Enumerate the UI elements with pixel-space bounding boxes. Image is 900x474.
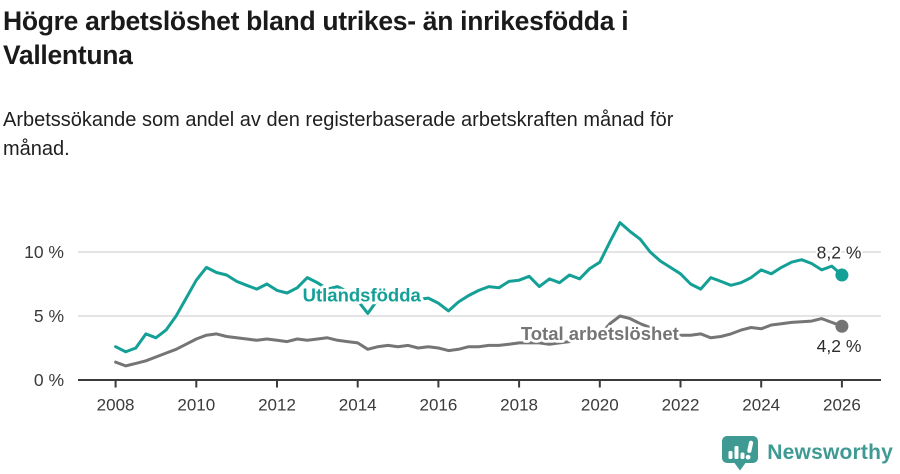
x-axis-tick-label: 2026 <box>823 396 861 415</box>
chart-subtitle-line-2: månad. <box>3 138 70 160</box>
page-title-line-2: Vallentuna <box>3 40 133 70</box>
chart-subtitle: Arbetssökande som andel av den registerb… <box>3 106 673 164</box>
y-axis-tick-label: 10 % <box>24 242 64 262</box>
series-name-label: Utlandsfödda <box>303 285 422 306</box>
series-end-dot <box>835 268 849 282</box>
y-axis-tick-label: 0 % <box>34 370 64 390</box>
x-axis-tick-label: 2018 <box>500 396 538 415</box>
y-axis-tick-label: 5 % <box>34 306 64 326</box>
newsworthy-logo[interactable]: Newsworthy <box>720 435 893 471</box>
newsworthy-icon <box>722 436 759 471</box>
newsworthy-wordmark: Newsworthy <box>767 441 893 464</box>
page-title-line-1: Högre arbetslöshet bland utrikes- än inr… <box>3 6 629 36</box>
x-axis-tick-label: 2024 <box>742 396 780 415</box>
series-end-value-label: 8,2 % <box>817 243 862 263</box>
page-title: Högre arbetslöshet bland utrikes- än inr… <box>3 4 629 72</box>
x-axis-tick-label: 2014 <box>339 396 377 415</box>
series-line-total <box>114 314 844 368</box>
series-line-utlandsfodda <box>114 221 844 354</box>
series-name-label: Total arbetslöshet <box>521 323 679 344</box>
x-axis-tick-label: 2008 <box>97 396 135 415</box>
x-axis-tick-label: 2012 <box>258 396 296 415</box>
series-end-value-label: 4,2 % <box>817 336 862 356</box>
x-axis-tick-label: 2016 <box>419 396 457 415</box>
chart-subtitle-line-1: Arbetssökande som andel av den registerb… <box>3 109 674 131</box>
series-end-dot <box>835 319 849 333</box>
x-axis-tick-label: 2020 <box>581 396 619 415</box>
x-axis-tick-label: 2010 <box>177 396 215 415</box>
x-axis-tick-label: 2022 <box>662 396 700 415</box>
